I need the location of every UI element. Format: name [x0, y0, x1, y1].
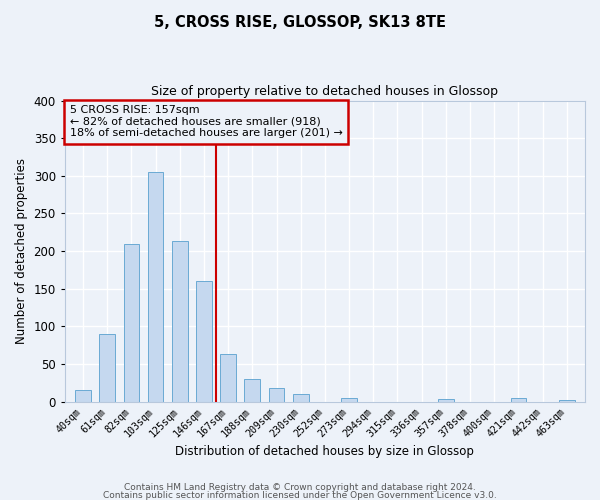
- Bar: [269, 388, 284, 402]
- Bar: [438, 400, 454, 402]
- Text: 5, CROSS RISE, GLOSSOP, SK13 8TE: 5, CROSS RISE, GLOSSOP, SK13 8TE: [154, 15, 446, 30]
- Bar: [511, 398, 526, 402]
- Bar: [124, 244, 139, 402]
- Bar: [341, 398, 357, 402]
- Y-axis label: Number of detached properties: Number of detached properties: [15, 158, 28, 344]
- Bar: [244, 379, 260, 402]
- Text: Contains public sector information licensed under the Open Government Licence v3: Contains public sector information licen…: [103, 490, 497, 500]
- Bar: [172, 242, 188, 402]
- X-axis label: Distribution of detached houses by size in Glossop: Distribution of detached houses by size …: [175, 444, 475, 458]
- Bar: [559, 400, 575, 402]
- Bar: [196, 281, 212, 402]
- Text: Contains HM Land Registry data © Crown copyright and database right 2024.: Contains HM Land Registry data © Crown c…: [124, 484, 476, 492]
- Bar: [148, 172, 163, 402]
- Bar: [220, 354, 236, 402]
- Bar: [293, 394, 308, 402]
- Text: 5 CROSS RISE: 157sqm
← 82% of detached houses are smaller (918)
18% of semi-deta: 5 CROSS RISE: 157sqm ← 82% of detached h…: [70, 105, 343, 138]
- Bar: [75, 390, 91, 402]
- Title: Size of property relative to detached houses in Glossop: Size of property relative to detached ho…: [151, 85, 499, 98]
- Bar: [100, 334, 115, 402]
